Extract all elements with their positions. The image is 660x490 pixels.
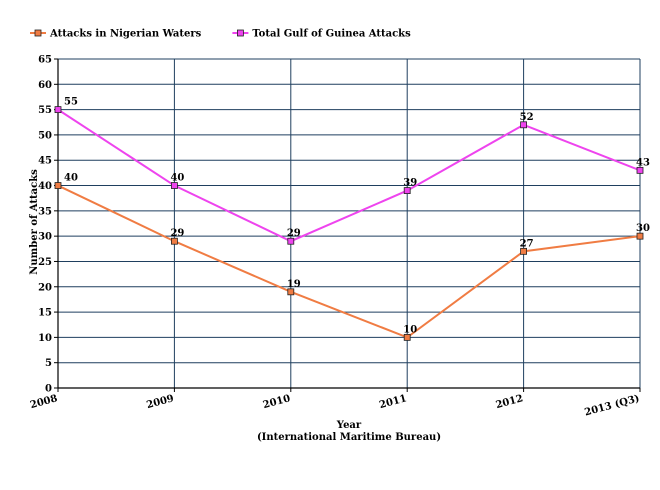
data-point (287, 288, 295, 296)
legend: Attacks in Nigerian Waters Total Gulf of … (30, 29, 411, 40)
series-2: 55 40 29 39 52 43 (54, 97, 650, 245)
x-tick-label: 2008 (29, 393, 59, 411)
y-tick-label: 50 (38, 130, 52, 141)
y-tick-label: 60 (38, 80, 52, 91)
data-label: 10 (403, 324, 417, 335)
x-axis-subtitle: (International Maritime Bureau) (257, 432, 441, 443)
series-line (57, 108, 641, 243)
legend-label: Attacks in Nigerian Waters (49, 29, 202, 40)
data-label: 30 (636, 223, 650, 234)
data-label: 55 (64, 97, 78, 108)
series-line (57, 184, 641, 339)
data-point (170, 182, 178, 189)
data-point (520, 247, 527, 255)
legend-swatch-marker (236, 29, 244, 37)
y-tick-label: 55 (38, 105, 52, 116)
data-point (54, 182, 62, 189)
data-point (636, 166, 644, 174)
y-tick-label: 35 (38, 206, 52, 217)
data-point (520, 121, 527, 129)
y-tick-label: 45 (38, 156, 52, 167)
legend-item: Attacks in Nigerian Waters (30, 29, 202, 40)
legend-swatch-marker (34, 29, 42, 37)
data-label: 29 (287, 228, 301, 239)
series-1: 40 29 19 10 27 30 (54, 173, 650, 341)
y-tick-label: 0 (45, 384, 52, 395)
data-label: 40 (64, 173, 78, 184)
data-point (636, 232, 644, 240)
series-group: 40 29 19 10 27 30 55 40 29 39 52 43 (54, 97, 650, 341)
y-tick-label: 25 (38, 257, 52, 268)
data-label: 39 (403, 178, 417, 189)
y-tick-label: 10 (38, 333, 52, 344)
x-tick-label: 2009 (145, 393, 175, 411)
axes (57, 59, 640, 389)
legend-item: Total Gulf of Guinea Attacks (232, 29, 411, 40)
data-label: 43 (636, 157, 650, 168)
grid (57, 58, 641, 389)
y-tick-label: 15 (38, 308, 52, 319)
y-tick-label: 5 (45, 358, 52, 369)
data-point (54, 106, 62, 114)
x-tick-label: 2013 (Q3) (583, 393, 640, 418)
x-tick-label: 2012 (495, 393, 525, 411)
x-tick-label: 2010 (262, 393, 292, 411)
y-tick-label: 40 (38, 181, 52, 192)
y-tick-label: 20 (38, 282, 52, 293)
data-label: 29 (170, 228, 184, 239)
legend-label: Total Gulf of Guinea Attacks (252, 29, 411, 40)
x-axis-title: Year (336, 420, 362, 431)
data-label: 19 (287, 279, 301, 290)
data-point (403, 333, 411, 341)
y-axis-title: Number of Attacks (29, 169, 40, 275)
data-label: 40 (170, 173, 184, 184)
data-label: 52 (520, 112, 534, 123)
y-tick-label: 30 (38, 232, 52, 243)
data-point (170, 237, 178, 245)
y-tick-label: 65 (38, 55, 52, 66)
x-tick-label: 2011 (378, 393, 408, 411)
data-point (403, 187, 411, 195)
x-axis-ticks: 2008 2009 2010 2011 2012 2013 (Q3) (29, 388, 641, 419)
data-label: 27 (520, 238, 534, 249)
data-point (287, 237, 295, 245)
y-axis-ticks: 0 5 10 15 20 25 30 35 40 45 50 55 60 65 (38, 55, 58, 395)
